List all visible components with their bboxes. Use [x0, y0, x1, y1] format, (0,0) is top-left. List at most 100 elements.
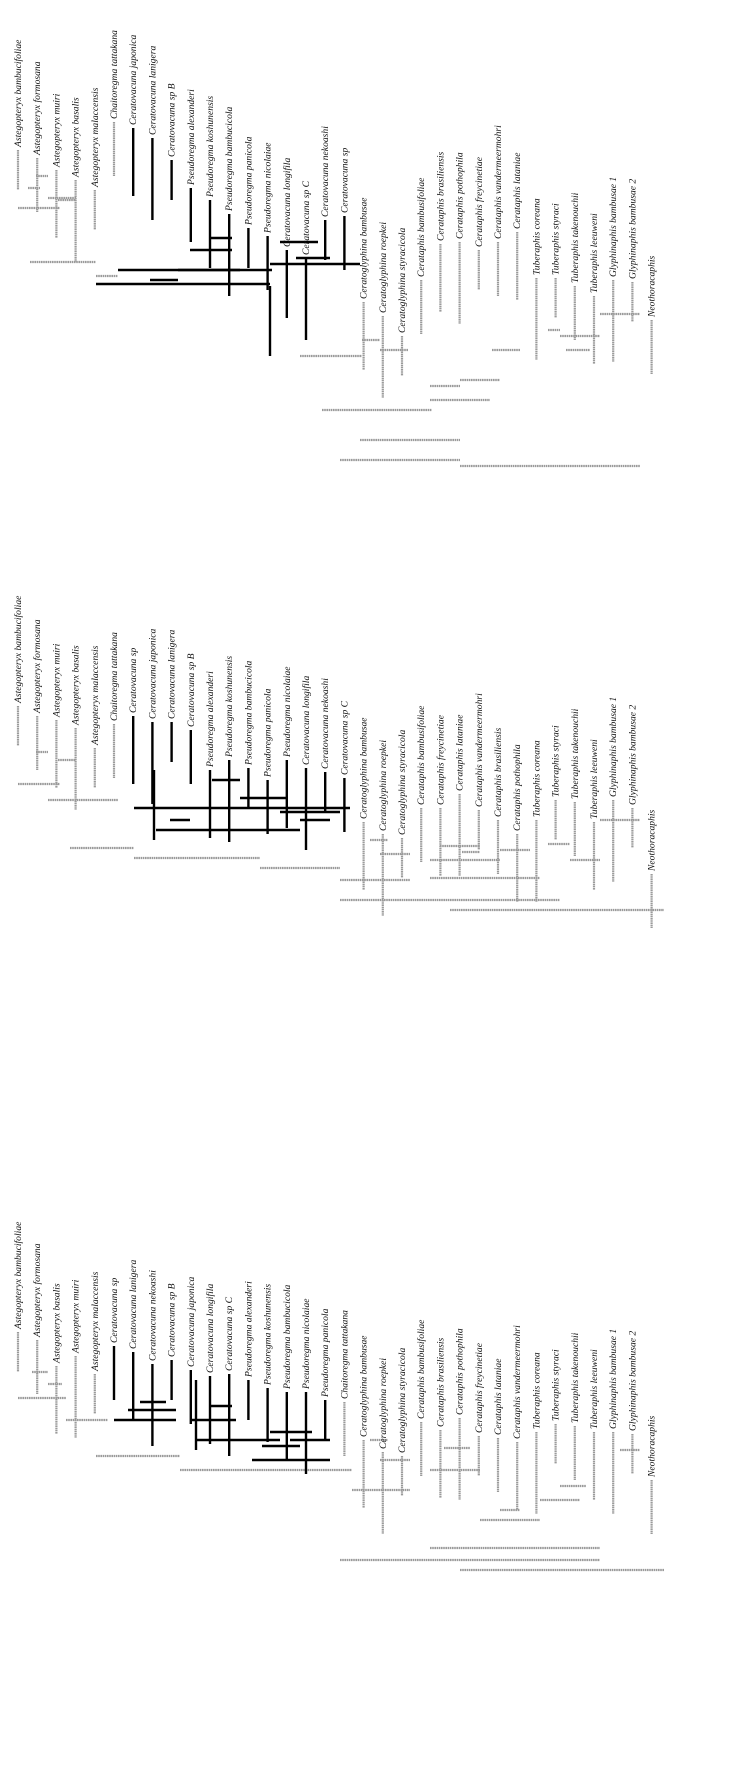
taxon-label: Cerataphis bambusifoliae	[416, 1319, 427, 1419]
taxon-label: Chaitoregma tattakana	[339, 1310, 350, 1399]
taxon-label: Tuberaphis styraci	[551, 1349, 562, 1421]
taxon-label: Astegopteryx bambucifoliae	[13, 1221, 24, 1330]
taxon-label: Pseudoregma panicola	[320, 1308, 331, 1398]
taxon-label: Astegopteryx malaccensis	[90, 87, 101, 188]
taxon-label: Astegopteryx basalis	[71, 645, 82, 726]
taxon-label: Astegopteryx formosana	[32, 619, 43, 714]
taxon-label: Ceratovacuna nekoashi	[320, 678, 331, 769]
taxon-label: Cerataphis vandermeermohri	[493, 125, 504, 239]
taxon-label: Cerataphis brasiliensis	[435, 151, 446, 241]
taxon-label: Tuberaphis takenouchii	[570, 1332, 581, 1423]
tree-top: Astegopteryx bambucifoliae Astegopteryx f…	[13, 30, 658, 468]
taxon-label: Tuberaphis takenouchii	[570, 192, 581, 283]
taxon-label: Ceratovacuna sp	[128, 648, 139, 713]
taxon-label: Glyphinaphis bambusae 1	[608, 177, 619, 277]
taxon-label: Ceratovacuna sp C	[339, 700, 350, 775]
taxon-label: Ceratovacuna longifila	[282, 158, 293, 247]
taxon-label: Neothoracaphis	[647, 809, 658, 872]
taxon-label: Cerataphis pothophila	[455, 152, 466, 239]
taxon-label: Tuberaphis styraci	[551, 203, 562, 275]
taxon-label: Ceratovacuna nekoashi	[320, 126, 331, 217]
taxon-label: Cerataphis bambusifoliae	[416, 705, 427, 805]
taxon-label: Astegopteryx muiri	[51, 643, 62, 718]
taxon-label: Pseudoregma alexanderi	[205, 671, 216, 768]
taxon-label: Astegopteryx formosana	[32, 1243, 43, 1338]
taxon-label: Tuberaphis takenouchii	[570, 708, 581, 799]
taxon-label: Astegopteryx malaccensis	[90, 1271, 101, 1372]
taxon-label: Ceratoglyphina styracicola	[397, 730, 408, 835]
taxon-label: Tuberaphis coreana	[531, 740, 542, 817]
taxon-label: Ceratoglyphina bambusae	[359, 1335, 370, 1437]
taxon-label: Ceratoglyphina roepkei	[378, 1358, 389, 1449]
tree-middle: Astegopteryx bambucifoliae Astegopteryx f…	[13, 595, 664, 928]
taxon-label: Ceratovacuna sp	[339, 148, 350, 213]
taxon-label: Ceratovacuna longifila	[205, 1284, 216, 1373]
taxon-label: Pseudoregma nicolaiae	[282, 666, 293, 758]
taxon-label: Tuberaphis leeuweni	[589, 739, 600, 819]
taxon-label: Pseudoregma alexanderi	[243, 1281, 254, 1378]
taxon-label: Pseudoregma bambucicola	[224, 106, 235, 212]
taxon-label: Ceratovacuna japonica	[186, 1276, 197, 1367]
taxon-label: Pseudoregma bambucicola	[282, 1284, 293, 1390]
taxon-label: Cerataphis pothophila	[455, 1328, 466, 1415]
taxon-label: Pseudoregma koshunensis	[224, 656, 235, 758]
taxon-label: Chaitoregma tattakana	[109, 30, 120, 119]
taxon-label: Ceratovacuna sp C	[301, 180, 312, 255]
taxon-label: Pseudoregma panicola	[243, 136, 254, 226]
taxon-label: Pseudoregma panicola	[263, 688, 274, 778]
taxon-label: Astegopteryx muiri	[51, 93, 62, 168]
taxon-label: Pseudoregma koshunensis	[205, 96, 216, 198]
taxon-label: Tuberaphis coreana	[531, 1352, 542, 1429]
taxon-label: Glyphinaphis bambusae 2	[627, 179, 638, 279]
taxon-label: Neothoracaphis	[647, 1415, 658, 1478]
taxon-label: Astegopteryx bambucifoliae	[13, 595, 24, 704]
taxon-label: Cerataphis pothophila	[512, 744, 523, 831]
taxon-label: Glyphinaphis bambusae 2	[627, 1331, 638, 1431]
taxon-label: Cerataphis brasiliensis	[493, 727, 504, 817]
taxon-label: Cerataphis bambusifoliae	[416, 177, 427, 277]
taxon-label: Ceratovacuna lanigera	[128, 1260, 139, 1349]
taxon-label: Astegopteryx muiri	[71, 1279, 82, 1354]
trees-layer: Astegopteryx bambucifoliae Astegopteryx f…	[13, 30, 664, 1572]
taxon-label: Ceratovacuna sp B	[167, 1283, 178, 1357]
taxon-label: Cerataphis vandermeermohri	[474, 693, 485, 807]
taxon-label: Ceratovacuna lanigera	[167, 630, 178, 719]
taxon-label: Chaitoregma tattakana	[109, 632, 120, 721]
taxon-label: Ceratoglyphina bambusae	[359, 717, 370, 819]
taxon-label: Cerataphis freycinetiae	[474, 156, 485, 247]
taxon-label: Ceratoglyphina bambusae	[359, 197, 370, 299]
taxon-label: Astegopteryx basalis	[71, 97, 82, 178]
taxon-label: Astegopteryx basalis	[51, 1283, 62, 1364]
taxon-label: Pseudoregma nicolaiae	[263, 142, 274, 234]
taxon-label: Cerataphis freycinetiae	[435, 714, 446, 805]
taxon-label: Tuberaphis styraci	[551, 725, 562, 797]
tree-bottom: Astegopteryx bambucifoliae Astegopteryx f…	[13, 1221, 664, 1572]
taxon-label: Ceratovacuna longifila	[301, 676, 312, 765]
taxon-label: Cerataphis lataniae	[512, 152, 523, 229]
taxon-label: Pseudoregma bambucicola	[243, 660, 254, 766]
taxon-label: Ceratovacuna japonica	[147, 628, 158, 719]
taxon-label: Astegopteryx formosana	[32, 61, 43, 156]
taxon-label: Ceratovacuna sp	[109, 1278, 120, 1343]
taxon-label: Cerataphis brasiliensis	[435, 1337, 446, 1427]
taxon-label: Pseudoregma alexanderi	[186, 89, 197, 186]
taxon-label: Cerataphis lataniae	[455, 714, 466, 791]
taxon-label: Tuberaphis coreana	[531, 198, 542, 275]
taxon-label: Neothoracaphis	[647, 255, 658, 318]
taxon-label: Tuberaphis leeuweni	[589, 1349, 600, 1429]
taxon-label: Cerataphis lataniae	[493, 1358, 504, 1435]
taxon-label: Ceratoglyphina roepkei	[378, 222, 389, 313]
taxon-label: Ceratovacuna sp B	[186, 653, 197, 727]
taxon-label: Pseudoregma nicolaiae	[301, 1298, 312, 1390]
taxon-label: Tuberaphis leeuweni	[589, 213, 600, 293]
taxon-label: Ceratovacuna japonica	[128, 34, 139, 125]
taxon-label: Ceratoglyphina styracicola	[397, 228, 408, 333]
taxon-label: Pseudoregma koshunensis	[263, 1284, 274, 1386]
taxon-label: Glyphinaphis bambusae 1	[608, 697, 619, 797]
taxon-label: Cerataphis vandermeermohri	[512, 1325, 523, 1439]
taxon-label: Astegopteryx malaccensis	[90, 645, 101, 746]
taxon-label: Glyphinaphis bambusae 1	[608, 1329, 619, 1429]
taxon-label: Ceratoglyphina styracicola	[397, 1348, 408, 1453]
taxon-label: Ceratoglyphina roepkei	[378, 740, 389, 831]
